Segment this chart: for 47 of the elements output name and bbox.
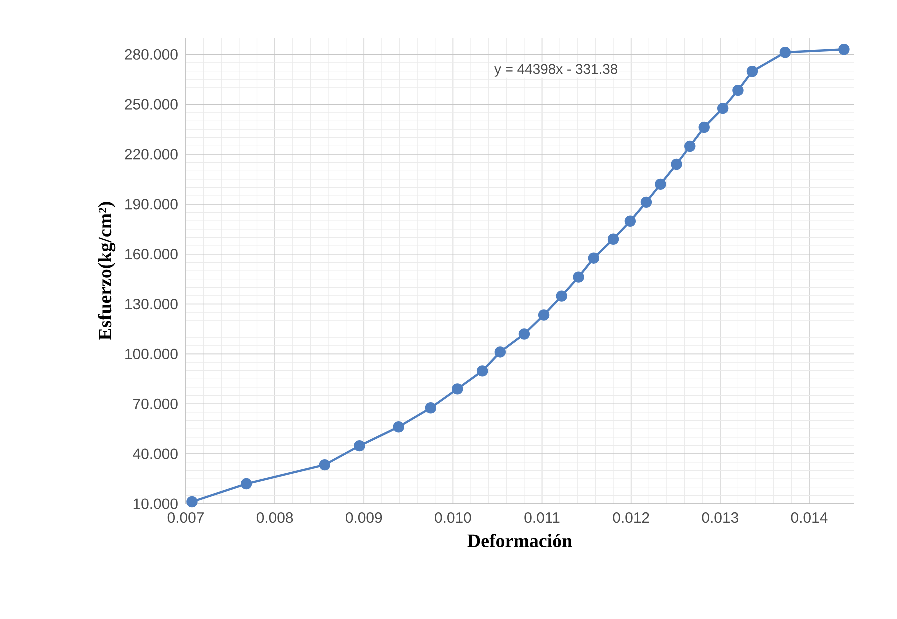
y-tick-label: 130.000	[126, 298, 178, 310]
y-tick-label: 100.000	[126, 348, 178, 360]
y-tick-label: 190.000	[126, 199, 178, 210]
point	[538, 310, 550, 321]
y-tick-label: 40.000	[133, 448, 178, 460]
point	[573, 272, 584, 283]
y-tick-label: 160.000	[126, 249, 178, 260]
point	[240, 478, 252, 490]
point	[425, 402, 437, 414]
x-tick-label: 0.012	[613, 512, 650, 524]
point	[746, 66, 758, 78]
point	[671, 158, 682, 170]
point	[698, 122, 710, 134]
x-tick-label: 0.010	[435, 512, 472, 524]
point	[732, 84, 744, 96]
point	[608, 234, 620, 245]
point	[556, 290, 568, 302]
point	[518, 328, 530, 340]
point	[624, 216, 636, 227]
x-tick-label: 0.013	[702, 512, 738, 524]
annotation: y = 44398x - 331.38	[494, 64, 618, 77]
point	[452, 384, 464, 395]
point	[588, 252, 600, 264]
x-tick-label: 0.008	[256, 512, 294, 524]
point	[186, 496, 198, 508]
x-tick-label: 0.007	[168, 512, 204, 524]
point	[640, 196, 652, 208]
y-tick-label: 220.000	[125, 149, 178, 160]
x-axis-title: Deformación	[468, 534, 572, 548]
y-tick-label: 280.000	[125, 49, 178, 60]
point	[780, 47, 792, 58]
point	[684, 140, 696, 152]
y-axis-title: Esfuerzo(kg/cm²)	[98, 202, 116, 340]
point	[319, 459, 331, 471]
y-tick-label: 70.000	[134, 398, 178, 410]
point	[655, 178, 666, 190]
x-tick-label: 0.014	[791, 512, 828, 524]
point	[838, 44, 850, 56]
y-tick-label: 250.000	[125, 99, 178, 110]
point	[354, 440, 366, 452]
x-tick-label: 0.009	[346, 512, 382, 524]
point	[393, 422, 404, 433]
point	[476, 366, 488, 377]
y-tick-label: 10.000	[134, 498, 178, 510]
point	[717, 102, 729, 114]
point	[494, 346, 506, 358]
x-tick-label: 0.011	[524, 512, 560, 524]
